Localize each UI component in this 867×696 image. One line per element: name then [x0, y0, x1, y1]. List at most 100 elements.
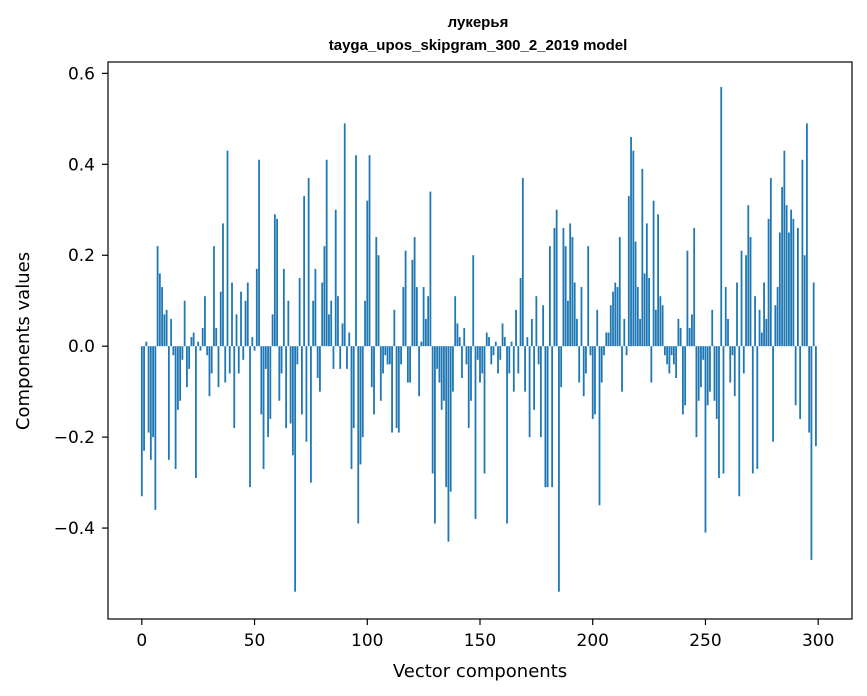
- x-tick-label: 50: [244, 631, 266, 651]
- bar: [589, 346, 592, 356]
- bar: [740, 250, 743, 347]
- bar: [672, 346, 675, 365]
- bar: [470, 346, 472, 401]
- bar: [571, 237, 574, 347]
- bar: [350, 346, 353, 469]
- bar: [346, 346, 348, 369]
- bar: [654, 309, 657, 347]
- bar: [341, 323, 344, 347]
- bar: [465, 346, 468, 365]
- bar: [190, 337, 193, 347]
- bar: [285, 346, 288, 429]
- bar: [679, 328, 682, 347]
- bar: [596, 309, 599, 347]
- bar: [267, 346, 269, 438]
- bar: [600, 346, 603, 383]
- y-tick-label: −0.2: [54, 428, 95, 448]
- bar: [573, 282, 576, 347]
- y-tick-label: −0.4: [54, 519, 95, 539]
- bar: [528, 346, 531, 438]
- bar: [555, 209, 558, 347]
- bar: [373, 346, 375, 415]
- bar: [443, 346, 445, 401]
- bar: [643, 273, 646, 347]
- x-axis-label: Vector components: [393, 661, 567, 682]
- bar: [763, 282, 765, 347]
- bar: [395, 346, 398, 429]
- bar: [186, 346, 188, 388]
- bar: [305, 346, 308, 442]
- bar: [438, 346, 441, 383]
- bar: [711, 309, 714, 347]
- bar: [551, 346, 554, 488]
- bar: [170, 318, 173, 347]
- bar: [591, 346, 594, 419]
- bar: [682, 346, 684, 415]
- bar: [792, 218, 795, 347]
- bar: [161, 287, 164, 347]
- bar: [337, 296, 339, 347]
- bar: [641, 168, 644, 347]
- bar: [499, 346, 502, 360]
- bar: [560, 346, 563, 388]
- bar: [294, 346, 297, 592]
- bar: [630, 137, 632, 347]
- x-tick-label: 0: [136, 631, 147, 651]
- bar: [562, 227, 565, 347]
- bar: [727, 318, 729, 347]
- bar: [269, 346, 272, 419]
- bar: [569, 223, 572, 347]
- bar: [774, 305, 777, 347]
- bar: [488, 337, 490, 347]
- y-tick-label: 0.0: [68, 337, 95, 357]
- bar: [289, 346, 292, 424]
- bar: [666, 346, 669, 365]
- bar: [494, 341, 497, 347]
- bar: [747, 205, 750, 347]
- bar: [497, 346, 499, 374]
- bar: [375, 237, 378, 347]
- bar: [537, 346, 540, 365]
- bar: [702, 346, 705, 360]
- bar: [501, 323, 504, 347]
- bar: [224, 346, 227, 383]
- bar: [179, 346, 182, 401]
- bar: [167, 346, 170, 460]
- bar: [440, 346, 443, 410]
- bar: [282, 268, 285, 347]
- bar: [458, 337, 461, 347]
- bar: [397, 346, 400, 433]
- bar: [585, 346, 587, 374]
- bar: [632, 150, 635, 347]
- bar: [276, 218, 278, 347]
- bar: [452, 346, 454, 392]
- bar: [409, 346, 412, 383]
- bar: [262, 346, 265, 469]
- bar: [208, 346, 211, 397]
- bar: [567, 300, 569, 347]
- bar: [258, 159, 260, 347]
- bar: [323, 246, 326, 347]
- bar: [206, 346, 209, 356]
- bar: [718, 346, 720, 479]
- bar: [174, 346, 177, 469]
- bar: [334, 209, 337, 347]
- bar: [614, 282, 617, 347]
- bar: [754, 296, 756, 347]
- bar: [251, 337, 254, 347]
- bar: [512, 346, 515, 392]
- bar: [609, 305, 612, 347]
- bar: [508, 346, 511, 374]
- chart-title: лукерья: [448, 14, 509, 31]
- bar: [222, 223, 224, 347]
- bar: [751, 346, 754, 474]
- bar: [724, 287, 727, 347]
- bar: [316, 346, 319, 379]
- y-axis-label: Components values: [13, 252, 34, 430]
- bar: [298, 277, 301, 347]
- bars-group: [140, 87, 817, 592]
- bar: [686, 250, 689, 347]
- bar: [476, 346, 479, 360]
- x-tick-label: 250: [689, 631, 721, 651]
- bar: [300, 346, 303, 415]
